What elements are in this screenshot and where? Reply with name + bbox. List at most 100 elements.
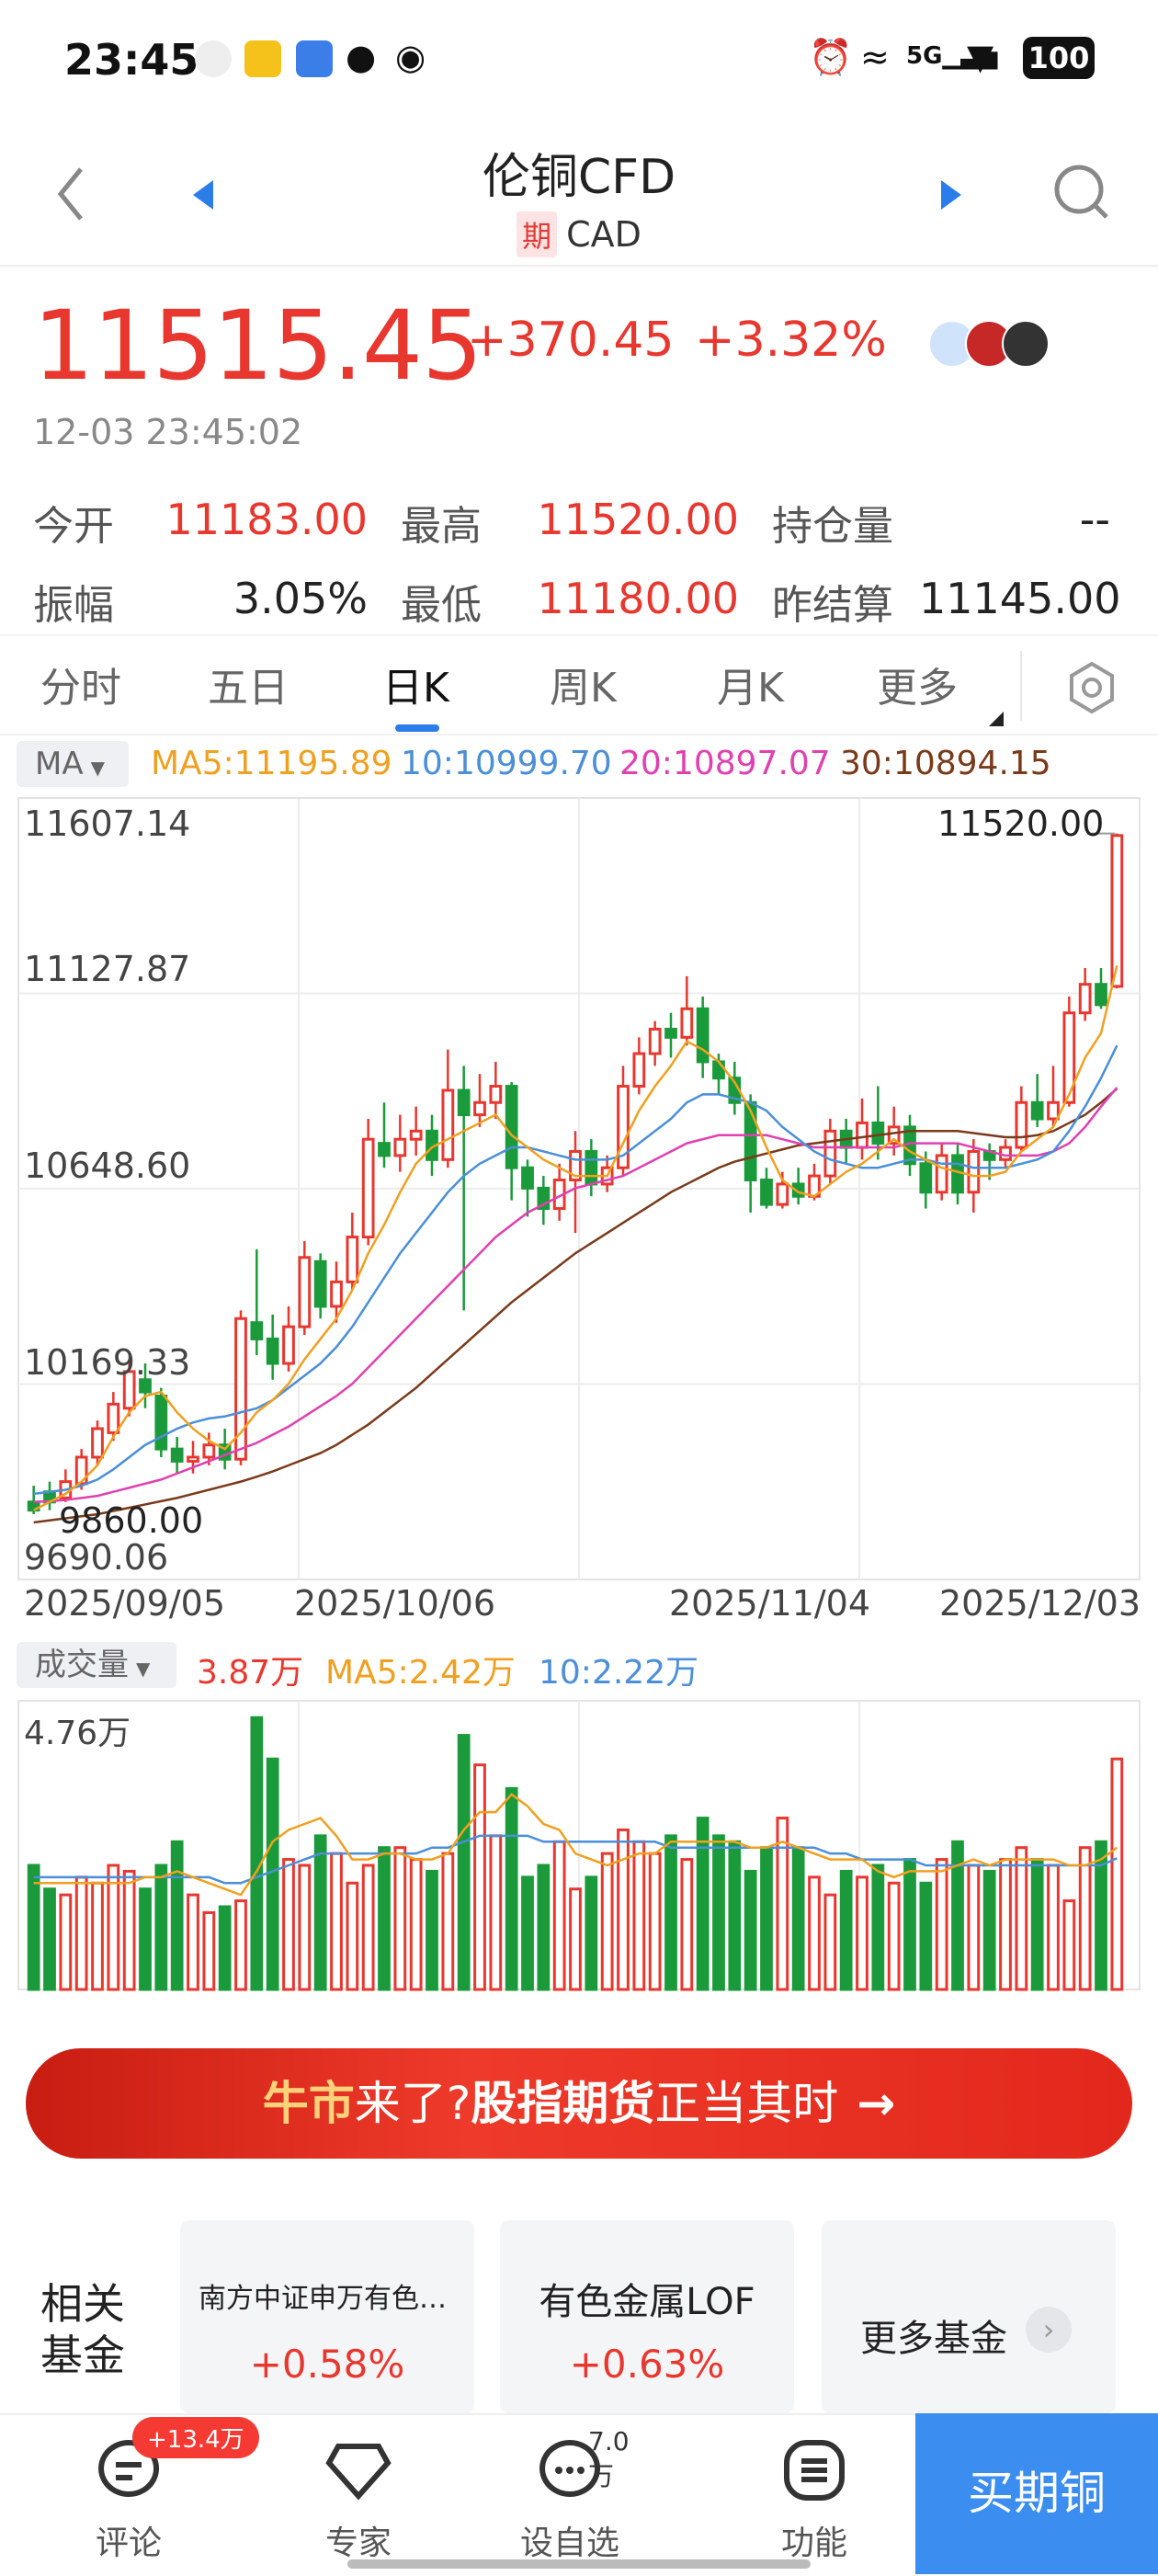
nav-function[interactable]: 功能	[741, 2415, 888, 2576]
volume-bar	[680, 1858, 694, 1991]
nav-comment[interactable]: +13.4万 评论	[55, 2415, 259, 2576]
next-arrow-icon[interactable]	[937, 177, 965, 213]
candle	[935, 1154, 948, 1194]
candle	[791, 1182, 805, 1198]
settings-icon[interactable]	[1064, 660, 1119, 715]
tab-more[interactable]: 更多	[877, 665, 958, 712]
kline-svg	[17, 797, 1141, 1580]
candle	[91, 1427, 104, 1459]
tab-daily-k[interactable]: 日K	[382, 665, 449, 712]
back-icon[interactable]	[53, 162, 90, 226]
volume-bar	[935, 1858, 948, 1991]
ma10-value: 10:10999.70	[401, 745, 612, 782]
volume-bar	[313, 1834, 327, 1991]
price-change: +370.45	[467, 313, 675, 368]
ma20-value: 20:10897.07	[619, 745, 831, 782]
ma20-line	[33, 1087, 1118, 1504]
ma-selector[interactable]: MA ▼	[17, 741, 129, 787]
search-icon[interactable]	[1050, 160, 1114, 224]
wechat-icon: ●	[346, 37, 377, 77]
candle	[489, 1085, 503, 1104]
candle	[632, 1052, 646, 1089]
volume-bar	[473, 1763, 486, 1991]
candle	[1078, 983, 1092, 1015]
candle	[74, 1455, 88, 1486]
volume-bar	[808, 1875, 821, 1991]
volume-bar	[696, 1817, 710, 1991]
volume-bar	[122, 1869, 136, 1991]
candle	[537, 1186, 551, 1211]
volume-bar	[871, 1864, 885, 1991]
volume-bar	[43, 1887, 56, 1991]
stat-value: --	[1079, 495, 1110, 544]
price-change-percent: +3.32%	[695, 313, 887, 368]
ma5-line	[33, 965, 1118, 1511]
futures-tag: 期	[517, 211, 558, 257]
tab-weekly-k[interactable]: 周K	[550, 665, 617, 712]
candle	[1110, 834, 1124, 988]
stat-label: 今开	[33, 503, 114, 550]
volume-selector[interactable]: 成交量 ▼	[17, 1642, 176, 1688]
promo-banner[interactable]: 牛市来了?股指期货正当其时 →	[26, 2048, 1132, 2159]
nav-label: 专家	[324, 2525, 392, 2562]
more-funds-card[interactable]: 更多基金 ›	[822, 2220, 1116, 2413]
kline-chart[interactable]: 11607.14 11127.87 10648.60 10169.33 9690…	[0, 791, 1158, 1636]
fund-change: +0.63%	[569, 2342, 725, 2387]
volume-bar	[839, 1869, 853, 1991]
volume-ma5-line	[33, 1793, 1118, 1897]
candle	[139, 1378, 152, 1394]
volume-bar	[617, 1828, 630, 1991]
stat-value: 11183.00	[165, 495, 369, 544]
candle	[967, 1149, 981, 1194]
volume-bar	[1062, 1899, 1076, 1991]
stat-label: 振幅	[33, 582, 114, 629]
volume-bar	[1078, 1846, 1092, 1991]
alarm-icon: ⏰	[809, 37, 853, 77]
page-subtitle: 期 CAD	[0, 211, 1158, 257]
candle	[1030, 1100, 1044, 1121]
candle	[107, 1402, 120, 1434]
volume-bar	[139, 1887, 152, 1991]
volume-bar	[266, 1757, 279, 1991]
volume-bar	[426, 1869, 438, 1991]
tab-intraday[interactable]: 分时	[40, 665, 121, 712]
nav-expert[interactable]: 专家	[285, 2415, 432, 2576]
volume-bar	[712, 1834, 725, 1991]
notification-app-icon	[296, 40, 333, 77]
volume-bar	[648, 1852, 662, 1991]
volume-bar	[967, 1864, 981, 1991]
volume-bar	[521, 1875, 534, 1991]
tab-five-day[interactable]: 五日	[208, 665, 289, 712]
volume-bar	[537, 1864, 551, 1991]
ma30-line	[33, 1088, 1118, 1524]
volume-bar	[760, 1846, 773, 1991]
fund-card[interactable]: 有色金属LOF +0.63%	[500, 2220, 794, 2413]
stat-label: 昨结算	[772, 582, 893, 629]
candle	[712, 1060, 725, 1080]
volume-bar	[74, 1875, 88, 1991]
volume-bar	[823, 1893, 837, 1991]
social-avatars[interactable]	[928, 320, 1053, 368]
nav-watchlist[interactable]: 7.0万 设自选	[496, 2415, 643, 2576]
related-funds-label: 相关基金	[40, 2279, 125, 2380]
candle	[871, 1121, 885, 1146]
stat-label: 最高	[401, 503, 482, 550]
volume-value: 3.87万	[197, 1654, 304, 1692]
prev-arrow-icon[interactable]	[189, 177, 217, 213]
tab-monthly-k[interactable]: 月K	[717, 665, 784, 712]
volume-bar	[887, 1881, 901, 1991]
buy-button[interactable]: 买期铜	[915, 2413, 1158, 2574]
volume-bar	[505, 1786, 518, 1991]
volume-svg	[17, 1700, 1141, 1991]
volume-bar	[585, 1875, 598, 1991]
volume-bar	[1047, 1864, 1060, 1991]
volume-chart[interactable]: 4.76万	[0, 1693, 1158, 1997]
add-watchlist-icon	[539, 2440, 600, 2497]
volume-bar	[393, 1846, 407, 1991]
candle	[234, 1316, 247, 1461]
low-price-label: 9860.00	[59, 1500, 204, 1541]
candle	[744, 1100, 757, 1182]
volume-bar	[346, 1881, 359, 1991]
status-time: 23:45	[64, 35, 199, 85]
fund-card[interactable]: 南方中证申万有色… +0.58%	[180, 2220, 474, 2413]
